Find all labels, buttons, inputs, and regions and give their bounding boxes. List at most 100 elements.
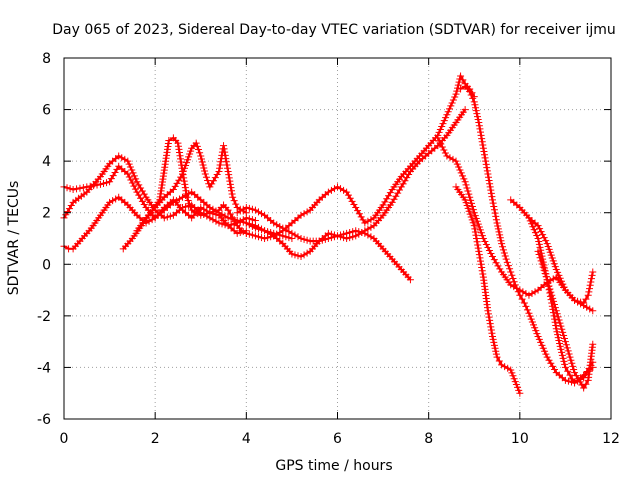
interp-marker: [132, 175, 140, 183]
data-point: [242, 219, 250, 227]
interp-marker: [559, 354, 567, 362]
interp-marker: [587, 278, 595, 286]
interp-marker: [535, 240, 543, 248]
interp-marker: [454, 84, 462, 92]
interp-marker: [129, 169, 137, 177]
data-point: [475, 247, 483, 255]
interp-marker: [180, 167, 188, 175]
interp-marker: [482, 157, 490, 165]
interp-marker: [511, 378, 519, 386]
interp-marker: [485, 176, 493, 184]
interp-marker: [357, 213, 365, 221]
interp-marker: [276, 228, 284, 236]
interp-marker: [484, 304, 492, 312]
interp-marker: [404, 273, 412, 281]
interp-marker: [95, 214, 103, 222]
interp-marker: [364, 217, 372, 225]
interp-marker: [477, 229, 485, 237]
interp-marker: [450, 121, 458, 129]
interp-marker: [355, 230, 363, 238]
interp-marker: [506, 265, 514, 273]
interp-marker: [496, 234, 504, 242]
interp-marker: [537, 228, 545, 236]
interp-marker: [245, 204, 253, 212]
interp-marker: [567, 356, 575, 364]
x-tick-label: 8: [424, 431, 433, 447]
interp-marker: [463, 202, 471, 210]
interp-marker: [488, 193, 496, 201]
interp-marker: [554, 334, 562, 342]
interp-marker: [175, 195, 183, 203]
interp-marker: [230, 227, 238, 235]
interp-marker: [128, 179, 136, 187]
data-point: [589, 307, 597, 315]
interp-marker: [103, 179, 111, 187]
interp-marker: [457, 169, 465, 177]
interp-marker: [291, 251, 299, 259]
interp-marker: [490, 202, 498, 210]
interp-marker: [392, 192, 400, 200]
interp-marker: [487, 326, 495, 334]
interp-marker: [531, 229, 539, 237]
interp-marker: [212, 217, 220, 225]
interp-marker: [218, 220, 226, 228]
interp-marker: [530, 226, 538, 234]
interp-marker: [218, 210, 226, 218]
y-tick-label: 4: [42, 154, 51, 170]
data-point: [106, 178, 114, 186]
interp-marker: [367, 233, 375, 241]
interp-marker: [549, 275, 557, 283]
interp-marker: [185, 200, 193, 208]
data-point: [229, 193, 237, 201]
interp-marker: [459, 108, 467, 116]
interp-marker: [193, 142, 201, 150]
interp-marker: [528, 290, 536, 298]
interp-marker: [173, 179, 181, 187]
data-point: [215, 219, 223, 227]
interp-marker: [447, 102, 455, 110]
interp-marker: [221, 212, 229, 220]
interp-marker: [583, 303, 591, 311]
tick-labels: 0 2 4 6 8 10 12 -6 -4 -2 0 2 4 6 8: [37, 51, 620, 447]
interp-marker: [484, 310, 492, 318]
interp-marker: [478, 138, 486, 146]
interp-marker: [85, 227, 93, 235]
interp-marker: [109, 197, 117, 205]
interp-marker: [574, 375, 582, 383]
interp-marker: [350, 200, 358, 208]
series-track-13: [525, 214, 597, 307]
interp-marker: [549, 257, 557, 265]
data-point: [69, 186, 77, 194]
interp-marker: [459, 193, 467, 201]
interp-marker: [535, 251, 543, 259]
interp-marker: [569, 362, 577, 370]
data-point: [488, 253, 496, 261]
data-point: [543, 353, 551, 361]
interp-marker: [564, 347, 572, 355]
interp-marker: [465, 207, 473, 215]
interp-marker: [487, 189, 495, 197]
data-point: [566, 371, 574, 379]
interp-marker: [586, 285, 594, 293]
interp-marker: [566, 353, 574, 361]
data-point: [197, 211, 205, 219]
interp-marker: [560, 357, 568, 365]
interp-marker: [510, 375, 518, 383]
interp-marker: [73, 185, 81, 193]
interp-marker: [478, 232, 486, 240]
interp-marker: [509, 274, 517, 282]
y-tick-label: 0: [42, 257, 51, 273]
data-point: [261, 227, 269, 235]
interp-marker: [562, 341, 570, 349]
data-point: [543, 276, 551, 284]
interp-marker: [513, 284, 521, 292]
interp-marker: [186, 203, 194, 211]
interp-marker: [194, 210, 202, 218]
interp-marker: [464, 187, 472, 195]
interp-marker: [63, 184, 71, 192]
data-point: [242, 204, 250, 212]
interp-marker: [477, 128, 485, 136]
interp-marker: [236, 207, 244, 215]
interp-marker: [537, 257, 545, 265]
data-point: [261, 235, 269, 242]
